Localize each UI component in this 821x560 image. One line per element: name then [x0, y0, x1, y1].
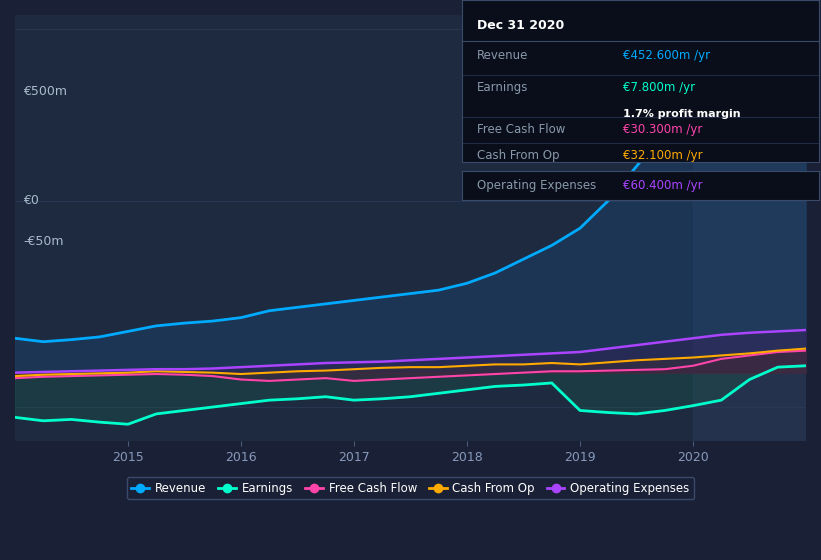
Text: Cash From Op: Cash From Op	[476, 150, 559, 162]
Text: Dec 31 2020: Dec 31 2020	[476, 20, 564, 32]
Text: €60.400m /yr: €60.400m /yr	[623, 179, 703, 192]
Text: €500m: €500m	[23, 85, 67, 98]
Text: €30.300m /yr: €30.300m /yr	[623, 123, 702, 137]
Text: -€50m: -€50m	[23, 235, 63, 248]
Text: 1.7% profit margin: 1.7% profit margin	[623, 109, 741, 119]
Text: Operating Expenses: Operating Expenses	[476, 179, 596, 192]
Text: Free Cash Flow: Free Cash Flow	[476, 123, 565, 137]
Text: Revenue: Revenue	[476, 49, 528, 62]
Text: €452.600m /yr: €452.600m /yr	[623, 49, 710, 62]
Legend: Revenue, Earnings, Free Cash Flow, Cash From Op, Operating Expenses: Revenue, Earnings, Free Cash Flow, Cash …	[126, 477, 695, 500]
Bar	[693, 15, 806, 441]
Text: €32.100m /yr: €32.100m /yr	[623, 150, 703, 162]
Text: Earnings: Earnings	[476, 81, 528, 94]
Text: €0: €0	[23, 194, 39, 207]
Text: €7.800m /yr: €7.800m /yr	[623, 81, 695, 94]
